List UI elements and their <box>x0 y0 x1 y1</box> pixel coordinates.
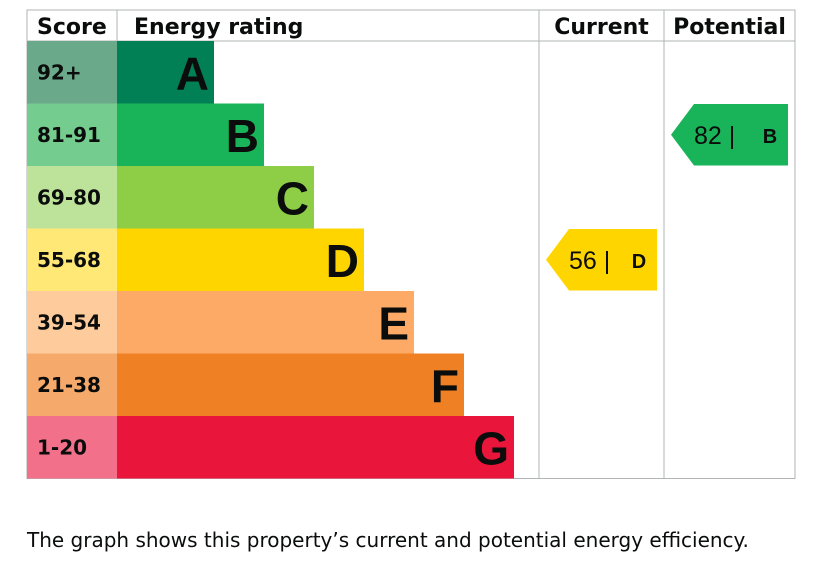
score-label-e: 39-54 <box>37 310 101 334</box>
band-letter-b: B <box>226 110 259 162</box>
band-bar-c <box>117 166 314 229</box>
energy-rating-chart: 92+ A81-91 B69-80 C55-68 D39-54 E21-38 F1-20 G … <box>26 9 796 479</box>
band-bar-d <box>117 228 364 291</box>
potential-score-value: 82 | <box>694 122 735 150</box>
score-cell-c <box>27 166 117 229</box>
score-cell-g <box>27 416 117 479</box>
chart-caption: The graph shows this property’s current … <box>27 528 749 552</box>
potential-rating-arrow <box>671 104 788 166</box>
score-label-f: 21-38 <box>37 373 101 397</box>
rating-indicators: 56 | D 82 | B <box>546 104 788 291</box>
score-label-d: 55-68 <box>37 248 101 272</box>
band-bar-e <box>117 291 414 354</box>
band-letter-c: C <box>276 172 309 224</box>
band-bar-b <box>117 103 264 166</box>
current-band-letter: D <box>632 251 646 273</box>
band-bar-a <box>117 41 214 104</box>
current-score-value: 56 | <box>569 247 610 275</box>
band-letter-g: G <box>473 422 509 474</box>
score-label-b: 81-91 <box>37 123 101 147</box>
score-cell-f <box>27 353 117 416</box>
header-potential: Potential <box>673 15 786 40</box>
current-rating-arrow <box>546 229 657 291</box>
band-letter-d: D <box>326 235 359 287</box>
score-cell-d <box>27 228 117 291</box>
potential-band-letter: B <box>763 126 777 148</box>
band-letter-a: A <box>176 47 209 99</box>
rating-bands: 92+ A 81-91 B 69-80 C 55-68 D 39-54 E 21-38 F 1-20 G <box>27 41 514 479</box>
score-cell-e <box>27 291 117 354</box>
score-cell-b <box>27 103 117 166</box>
band-bar-g <box>117 416 514 479</box>
chart-headers: Score Energy rating Current Potential <box>37 15 786 40</box>
band-letter-e: E <box>378 297 409 349</box>
band-bar-f <box>117 353 464 416</box>
band-letter-f: F <box>431 360 459 412</box>
header-energy-rating: Energy rating <box>134 15 303 40</box>
score-label-c: 69-80 <box>37 185 101 209</box>
score-label-a: 92+ <box>37 60 82 84</box>
header-score: Score <box>37 15 107 40</box>
score-cell-a <box>27 41 117 104</box>
header-current: Current <box>554 15 649 40</box>
score-label-g: 1-20 <box>37 435 87 459</box>
